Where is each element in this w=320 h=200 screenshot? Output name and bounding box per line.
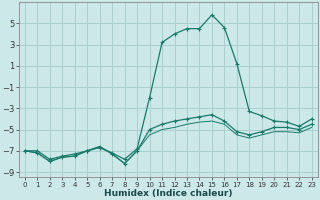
X-axis label: Humidex (Indice chaleur): Humidex (Indice chaleur) [104, 189, 233, 198]
